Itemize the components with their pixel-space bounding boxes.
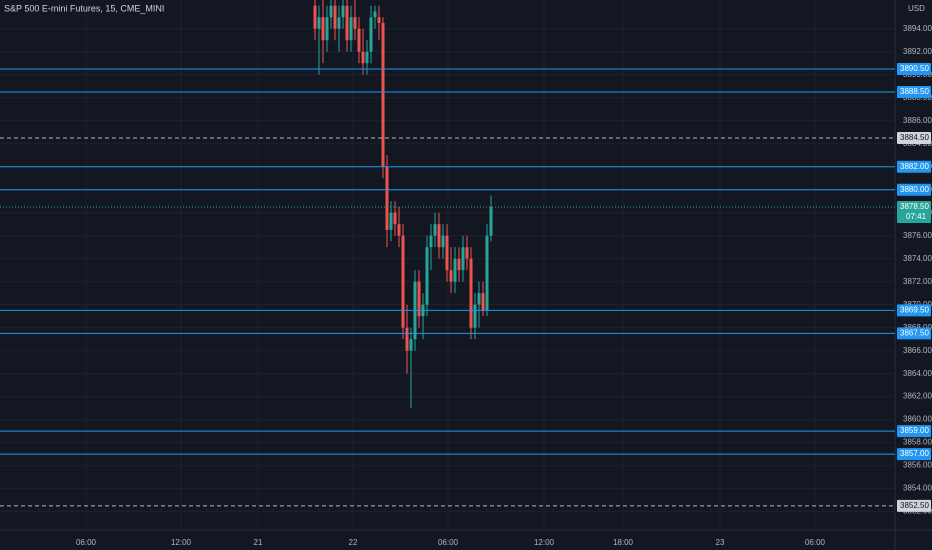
chart-title: S&P 500 E-mini Futures, 15, CME_MINI	[4, 3, 164, 13]
candle-body	[469, 258, 473, 328]
y-tick-label: 3868.00	[903, 323, 932, 332]
y-tick-label: 3858.00	[903, 438, 932, 447]
x-tick-label: 23	[716, 538, 725, 547]
candle-body	[477, 293, 481, 305]
y-tick-label: 3892.00	[903, 47, 932, 56]
price-line-tag	[897, 85, 931, 98]
candle-body	[417, 281, 421, 317]
price-line-label: 3859.00	[900, 426, 929, 435]
candle-body	[333, 5, 337, 29]
candle-body	[457, 258, 461, 271]
price-line-label: 3882.00	[900, 162, 929, 171]
y-tick-label: 3860.00	[903, 415, 932, 424]
x-tick-label: 21	[254, 538, 263, 547]
candle-body	[489, 206, 493, 236]
y-tick-label: 3870.00	[903, 300, 932, 309]
candle-body	[449, 270, 453, 282]
x-tick-label: 06:00	[438, 538, 459, 547]
candle-body	[445, 235, 449, 271]
candle-body	[365, 51, 369, 64]
price-line-tag	[897, 327, 931, 340]
y-tick-label: 3874.00	[903, 254, 932, 263]
candle-body	[321, 17, 325, 41]
candle-body	[401, 235, 405, 328]
candle-body	[461, 247, 465, 271]
price-line-tag	[897, 62, 931, 75]
candle-body	[433, 224, 437, 236]
candle-body	[329, 5, 333, 18]
candle-body	[409, 339, 413, 351]
candle-body	[453, 258, 457, 282]
candle-body	[481, 293, 485, 311]
candle-body	[429, 235, 433, 248]
candle-body	[373, 11, 377, 18]
price-line-label: 3888.50	[900, 87, 929, 96]
price-line-tag	[897, 183, 931, 196]
candle-body	[377, 17, 381, 23]
candle-body	[437, 224, 441, 248]
candle-body	[361, 51, 365, 64]
price-line-label: 3880.00	[900, 185, 929, 194]
last-price-tag	[897, 200, 931, 223]
candle-body	[397, 224, 401, 236]
candle-body	[381, 22, 385, 167]
y-tick-label: 3866.00	[903, 346, 932, 355]
x-tick-label: 22	[349, 538, 358, 547]
price-line-label: 3884.50	[900, 133, 929, 142]
y-tick-label: 3872.00	[903, 277, 932, 286]
candle-body	[485, 235, 489, 311]
y-tick-label: 3886.00	[903, 116, 932, 125]
currency: USD	[908, 4, 925, 13]
price-line-label: 3869.50	[900, 306, 929, 315]
x-tick-label: 12:00	[534, 538, 555, 547]
candle-body	[425, 247, 429, 305]
candle-body	[353, 17, 357, 29]
price-line-label: 3852.50	[900, 501, 929, 510]
candle-body	[325, 17, 329, 41]
price-line-tag	[897, 448, 931, 461]
countdown: 07:41	[906, 212, 927, 221]
candle-body	[369, 17, 373, 52]
price-line-tag	[897, 160, 931, 173]
candle-body	[465, 247, 469, 259]
y-tick-label: 3856.00	[903, 461, 932, 470]
price-line-tag	[897, 304, 931, 317]
candle-body	[349, 17, 353, 41]
price-line-label: 3857.00	[900, 449, 929, 458]
y-tick-label: 3876.00	[903, 231, 932, 240]
candle-body	[345, 5, 349, 41]
candle-body	[473, 304, 477, 328]
price-line-label: 3890.50	[900, 64, 929, 73]
candle-body	[389, 212, 393, 230]
y-tick-label: 3894.00	[903, 24, 932, 33]
candle-body	[341, 5, 345, 18]
y-tick-label: 3864.00	[903, 369, 932, 378]
overlays: 3890.50 3888.50 3884.50 3882.00 3880.00 3869.…	[0, 62, 931, 512]
candle-body	[441, 235, 445, 248]
price-line-tag	[897, 425, 931, 438]
price-line-tag	[897, 499, 931, 512]
y-tick-label: 3854.00	[903, 484, 932, 493]
price-line-label: 3867.50	[900, 329, 929, 338]
x-tick-label: 06:00	[805, 538, 826, 547]
x-tick-label: 06:00	[76, 538, 97, 547]
x-tick-label: 18:00	[613, 538, 634, 547]
last-price-label: 3878.50	[900, 202, 929, 211]
candle-body	[357, 28, 361, 52]
candle-body	[337, 17, 341, 29]
candle-body	[317, 17, 321, 29]
candle-body	[385, 166, 389, 230]
candle-body	[393, 212, 397, 225]
candle-body	[405, 327, 409, 351]
y-tick-label: 3862.00	[903, 392, 932, 401]
candle-body	[313, 5, 317, 29]
price-line-tag	[897, 131, 931, 144]
x-tick-label: 12:00	[171, 538, 192, 547]
